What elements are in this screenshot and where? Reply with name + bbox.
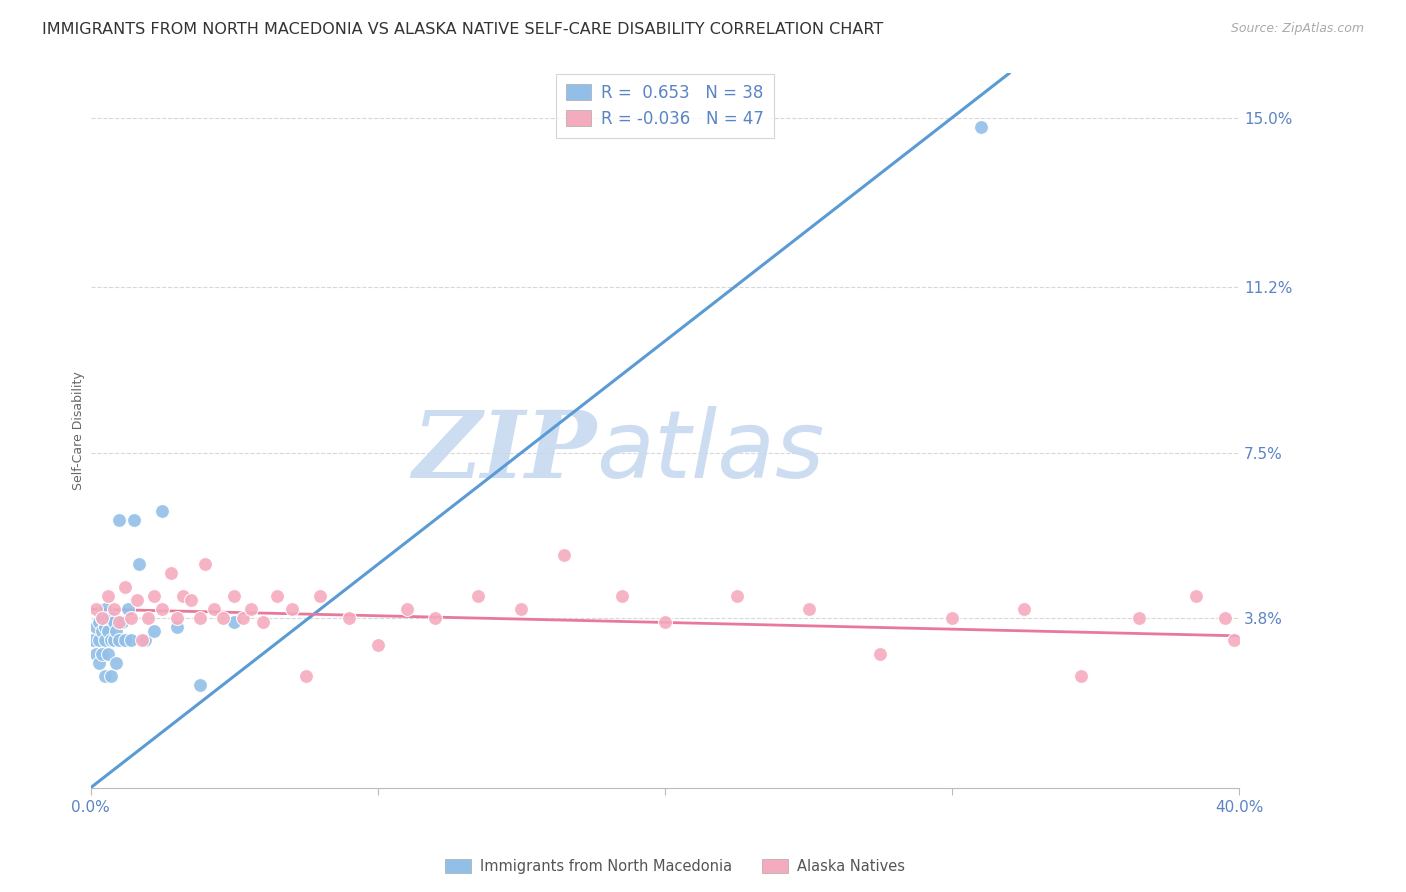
Point [280,602,302,616]
Point [108,615,131,630]
Y-axis label: Self-Care Disability: Self-Care Disability [72,371,84,490]
Point [1128,611,1150,625]
Point [152,602,174,616]
Point [425,611,447,625]
Point [103,615,125,630]
Point [725,589,748,603]
Point [395,602,418,616]
Point [467,589,489,603]
Point [105,656,128,670]
Point [1070,669,1092,683]
Point [224,589,246,603]
Point [105,624,128,639]
Point [252,615,274,630]
Point [510,602,533,616]
Point [131,633,153,648]
Point [194,558,217,572]
Point [103,602,125,616]
Text: Source: ZipAtlas.com: Source: ZipAtlas.com [1230,22,1364,36]
Point [941,611,963,625]
Point [125,593,148,607]
Point [86,620,108,634]
Point [152,504,174,518]
Point [120,611,142,625]
Point [97,624,120,639]
Point [211,611,233,625]
Point [202,602,225,616]
Legend: R =  0.653   N = 38, R = -0.036   N = 47: R = 0.653 N = 38, R = -0.036 N = 47 [555,74,773,137]
Point [94,669,117,683]
Point [188,611,211,625]
Point [295,669,318,683]
Point [103,633,125,648]
Point [188,678,211,692]
Point [120,633,142,648]
Point [86,647,108,661]
Point [166,611,188,625]
Point [89,633,111,648]
Point [166,620,188,634]
Point [114,633,136,648]
Point [89,615,111,630]
Point [172,589,194,603]
Point [970,120,993,134]
Point [134,633,156,648]
Point [94,633,117,648]
Point [97,647,120,661]
Point [97,589,120,603]
Point [610,589,633,603]
Point [100,611,122,625]
Point [1222,633,1244,648]
Point [114,580,136,594]
Point [797,602,820,616]
Point [309,589,332,603]
Point [82,633,104,648]
Point [122,513,145,527]
Point [160,566,183,581]
Point [94,602,117,616]
Point [108,633,131,648]
Point [180,593,202,607]
Point [869,647,891,661]
Point [111,615,134,630]
Point [1012,602,1035,616]
Point [89,656,111,670]
Point [91,611,114,625]
Point [142,589,165,603]
Text: ZIP: ZIP [412,407,596,497]
Point [128,558,150,572]
Legend: Immigrants from North Macedonia, Alaska Natives: Immigrants from North Macedonia, Alaska … [440,854,910,880]
Point [97,611,120,625]
Point [136,611,159,625]
Point [86,602,108,616]
Text: IMMIGRANTS FROM NORTH MACEDONIA VS ALASKA NATIVE SELF-CARE DISABILITY CORRELATIO: IMMIGRANTS FROM NORTH MACEDONIA VS ALASK… [42,22,883,37]
Point [117,602,139,616]
Point [108,513,131,527]
Point [367,638,389,652]
Point [240,602,263,616]
Point [94,620,117,634]
Point [91,611,114,625]
Point [232,611,254,625]
Point [1213,611,1236,625]
Point [224,615,246,630]
Point [553,549,575,563]
Point [91,647,114,661]
Point [266,589,288,603]
Point [100,633,122,648]
Text: atlas: atlas [596,407,824,498]
Point [654,615,676,630]
Point [1185,589,1208,603]
Point [91,624,114,639]
Point [337,611,360,625]
Point [142,624,165,639]
Point [100,669,122,683]
